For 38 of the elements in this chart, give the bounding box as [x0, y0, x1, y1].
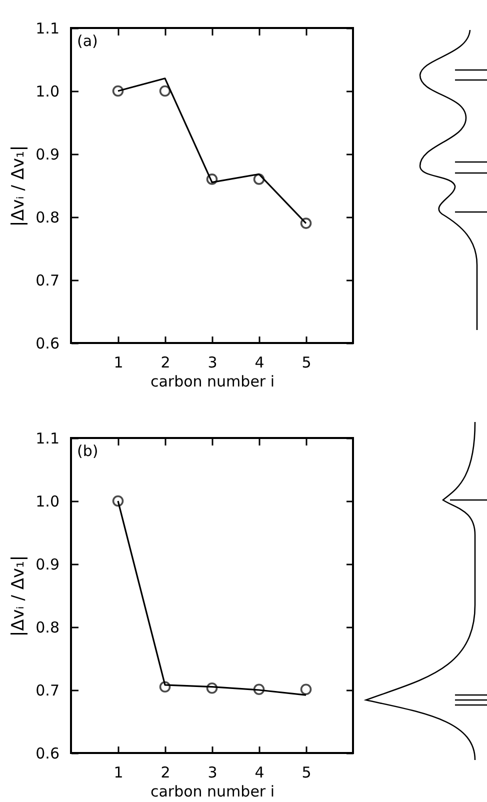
x-tick-label: 1 [114, 764, 124, 782]
y-tick-label: 0.9 [36, 146, 60, 164]
x-tick-label: 4 [254, 764, 264, 782]
y-tick-label: 0.9 [36, 556, 60, 574]
x-tick-label: 2 [160, 764, 170, 782]
x-tick-label: 2 [160, 354, 170, 372]
y-tick-label: 1.0 [36, 82, 60, 100]
x-axis-title: carbon number i [150, 372, 275, 390]
x-tick-label: 3 [208, 354, 218, 372]
annotation: (a) [77, 32, 98, 50]
point [159, 681, 171, 692]
y-tick-label: 0.7 [36, 682, 60, 700]
y-tick-label: 1.0 [36, 492, 60, 510]
x-axis-title: carbon number i [150, 782, 275, 800]
point [253, 174, 265, 185]
point [206, 174, 218, 185]
y-tick-label: 1.1 [36, 20, 60, 38]
point [300, 684, 312, 696]
point [112, 495, 124, 507]
x-tick-label: 1 [114, 354, 124, 372]
y-tick-label: 0.6 [36, 744, 60, 762]
y-axis-title: |Δvᵢ / Δv₁| [8, 145, 29, 227]
annotation: (b) [77, 442, 98, 460]
y-tick-label: 0.6 [36, 334, 60, 352]
point [112, 85, 124, 97]
y-axis-title: |Δvᵢ / Δv₁| [8, 555, 29, 637]
y-tick-label: 0.7 [36, 272, 60, 290]
point [300, 218, 312, 229]
point [206, 682, 218, 694]
x-tick-label: 5 [302, 354, 312, 372]
point [159, 85, 171, 97]
y-tick-label: 0.8 [36, 618, 60, 636]
y-tick-label: 1.1 [36, 430, 60, 448]
x-tick-label: 5 [302, 764, 312, 782]
x-tick-label: 4 [254, 354, 264, 372]
x-tick-label: 3 [208, 764, 218, 782]
y-tick-label: 0.8 [36, 208, 60, 226]
point [253, 684, 265, 696]
